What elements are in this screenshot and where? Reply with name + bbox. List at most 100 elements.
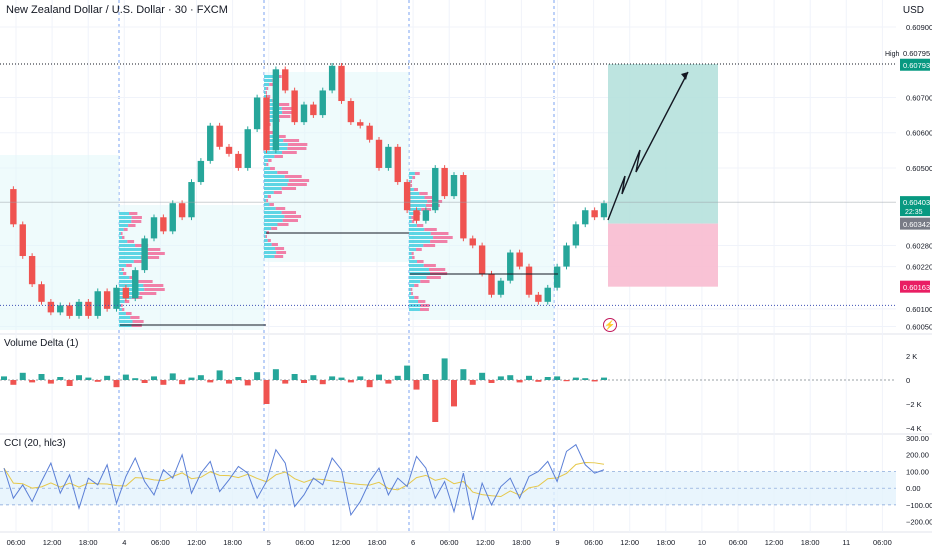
profile-bar-up (119, 284, 144, 287)
profile-bar-up (119, 320, 133, 323)
profile-bar-up (264, 135, 276, 138)
profile-bar-up (119, 216, 132, 219)
candle-body (535, 294, 542, 302)
volume-delta-bar (544, 377, 551, 380)
x-tick-label: 06:00 (295, 538, 314, 547)
lightning-icon[interactable]: ⚡ (603, 318, 617, 332)
profile-bar-down (412, 256, 415, 259)
volume-delta-bar (10, 380, 17, 385)
currency-label[interactable]: USD (902, 5, 924, 16)
session-region (119, 205, 264, 330)
volume-delta-bar (601, 377, 607, 380)
profile-bar-down (121, 268, 124, 271)
profile-bar-down (275, 135, 286, 138)
profile-bar-down (411, 220, 415, 223)
position-zones (0, 64, 718, 330)
profile-bar-down (411, 216, 414, 219)
volume-delta-bar (357, 376, 364, 380)
price-axis[interactable]: 06:00 12:00 18:00 4 06:00 12:00 18:00 5 06:00 12:… (7, 23, 932, 547)
volume-delta-bar (38, 374, 45, 380)
volume-delta-bar (310, 375, 317, 380)
profile-bar-down (126, 264, 132, 267)
profile-bar-up (264, 235, 266, 238)
volume-delta-bar (404, 365, 411, 380)
candle-body (582, 210, 589, 225)
profile-bar-down (283, 139, 300, 142)
candle-body (141, 238, 148, 271)
candle-body (75, 301, 83, 316)
profile-bar-up (409, 256, 413, 259)
stop-tag (900, 280, 930, 293)
profile-bar-up (409, 300, 419, 303)
symbol-title[interactable]: New Zealand Dollar / U.S. Dollar · 30 · … (6, 4, 228, 16)
profile-bar-down (278, 115, 291, 118)
profile-bar-up (264, 195, 268, 198)
profile-bar-down (130, 316, 140, 319)
candle-body (385, 146, 392, 168)
profile-bar-up (264, 251, 277, 254)
candle-body (85, 301, 92, 316)
profile-bar-up (264, 91, 266, 94)
candle-body (66, 305, 73, 316)
profile-bar-up (264, 247, 276, 250)
profile-bar-up (264, 79, 273, 82)
profile-bar-up (264, 187, 282, 190)
volume-delta-label[interactable]: Volume Delta (1) (4, 338, 79, 349)
session-region (0, 155, 119, 330)
profile-bar-down (281, 107, 297, 110)
profile-bar-down (121, 304, 123, 307)
high-label: High (885, 51, 900, 58)
profile-bar-down (267, 195, 271, 198)
candle-body (28, 256, 36, 285)
volume-delta-bar (235, 377, 242, 380)
profile-bar-down (129, 212, 138, 215)
profile-bar-up (409, 240, 431, 243)
y-tick-label: 0.60600 (906, 129, 932, 138)
volume-delta-bar (29, 380, 36, 383)
volume-delta-bar (263, 380, 270, 404)
x-tick-label: 4 (122, 538, 126, 547)
profile-bar-up (264, 167, 270, 170)
candle-body (132, 270, 139, 299)
volume-delta-bar (347, 380, 354, 383)
entry-tag (900, 217, 930, 230)
profile-bar-down (273, 191, 282, 194)
profile-bar-down (430, 232, 449, 235)
x-tick-label: 06:00 (7, 538, 26, 547)
profile-bar-down (430, 240, 448, 243)
volume-delta-bar (526, 375, 532, 380)
profile-bar-up (119, 248, 142, 251)
profile-bar-down (277, 223, 289, 226)
profile-bar-down (144, 288, 165, 291)
candle-body (94, 291, 101, 316)
candle-body (525, 266, 533, 295)
profile-bar-up (119, 244, 136, 247)
cci-label[interactable]: CCI (20, hlc3) (4, 438, 66, 449)
volume-delta-bar (488, 380, 495, 383)
profile-bar-down (274, 255, 284, 258)
volume-delta-bar (226, 380, 232, 384)
profile-bar-down (265, 235, 267, 238)
profile-bar-down (284, 215, 302, 218)
candle-body (432, 167, 439, 211)
entry-tag-text: 0.60342 (903, 220, 930, 229)
volume-delta-bar (469, 380, 476, 385)
candle-body (113, 287, 120, 309)
profile-bar-up (409, 264, 424, 267)
profile-bar-down (287, 147, 307, 150)
volume-delta-bar (113, 380, 120, 388)
candle-body (544, 287, 551, 302)
candle-body (19, 224, 26, 257)
profile-bar-up (409, 172, 415, 175)
profile-bar-down (269, 167, 275, 170)
profile-bar-down (281, 187, 297, 190)
projection-path (607, 71, 689, 221)
profile-bar-down (121, 236, 125, 239)
vd-tick-label: −4 K (906, 424, 922, 433)
x-tick-label: 12:00 (43, 538, 62, 547)
volume-delta-bar (66, 380, 73, 386)
profile-bar-down (131, 216, 142, 219)
volume-delta-bar (572, 377, 579, 380)
volume-delta-bar (451, 380, 457, 407)
